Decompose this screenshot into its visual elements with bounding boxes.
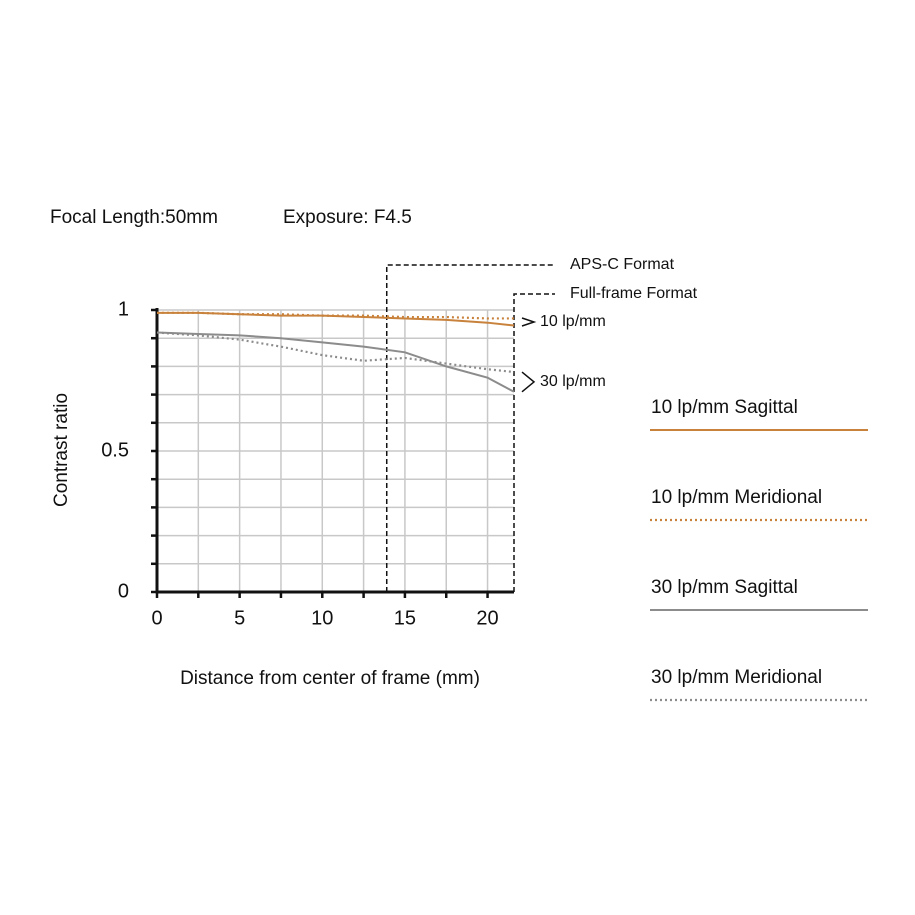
- series-line: [157, 311, 515, 327]
- x-axis-label: Distance from center of frame (mm): [180, 668, 480, 689]
- curve-label: 30 lp/mm: [540, 373, 606, 390]
- x-tick-label: 15: [394, 607, 416, 629]
- frame-label: Full-frame Format: [570, 285, 698, 302]
- frame-line: [513, 293, 555, 592]
- y-tick-label: 0: [118, 580, 129, 602]
- series-line: [156, 331, 515, 393]
- legend-label: 30 lp/mm Meridional: [651, 667, 822, 688]
- chart-title: Focal Length:50mm: [50, 207, 218, 228]
- x-tick-label: 20: [476, 607, 498, 629]
- frame-line: [385, 264, 555, 592]
- y-tick-label: 0.5: [101, 439, 129, 461]
- x-tick-label: 5: [234, 607, 245, 629]
- legend-label: 10 lp/mm Sagittal: [651, 397, 798, 418]
- y-axis-label: Contrast ratio: [51, 393, 72, 507]
- x-tick-label: 0: [151, 607, 162, 629]
- x-tick-label: 10: [311, 607, 333, 629]
- frame-label: APS-C Format: [570, 256, 675, 273]
- curve-bracket: [521, 317, 537, 327]
- legend-label: 10 lp/mm Meridional: [651, 487, 822, 508]
- curve-bracket: [521, 371, 536, 393]
- chart-subtitle: Exposure: F4.5: [283, 207, 412, 228]
- series-line: [157, 311, 514, 320]
- y-tick-label: 1: [118, 298, 129, 320]
- legend-label: 30 lp/mm Sagittal: [651, 577, 798, 598]
- curve-label: 10 lp/mm: [540, 313, 606, 330]
